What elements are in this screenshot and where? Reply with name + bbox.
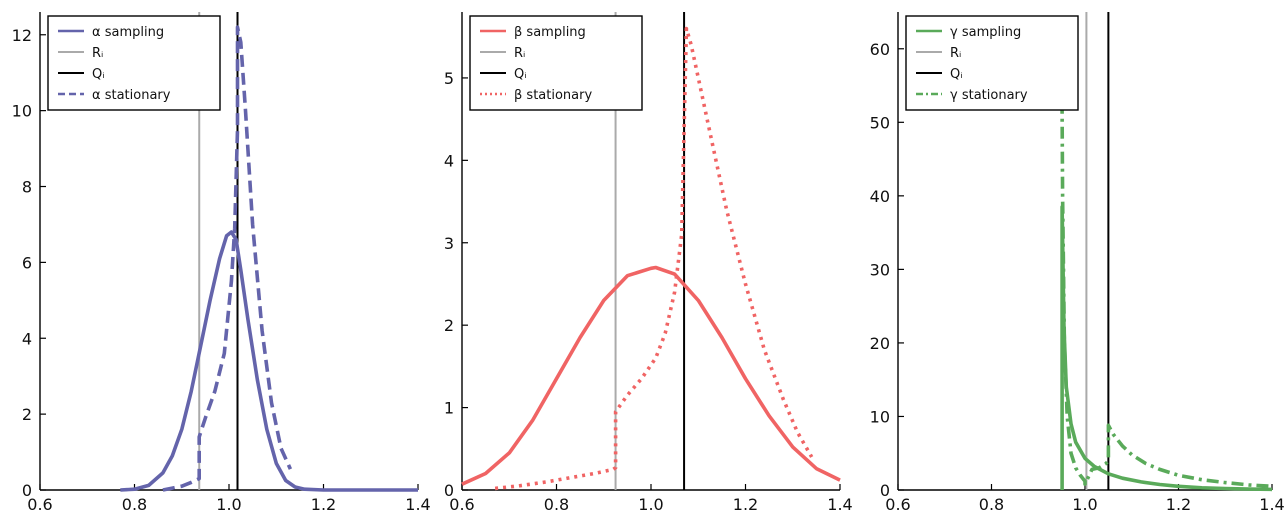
x-tick-label: 0.6 xyxy=(27,495,52,512)
y-tick-label: 0 xyxy=(880,481,890,500)
x-tick-label: 0.6 xyxy=(885,495,910,512)
legend-label: γ sampling xyxy=(950,25,1021,40)
legend-label: γ stationary xyxy=(950,88,1028,103)
y-tick-label: 40 xyxy=(870,187,890,206)
series-1-4-line xyxy=(162,25,293,492)
series-2-1-line xyxy=(461,265,841,486)
y-tick-label: 0 xyxy=(444,481,454,500)
legend: γ sampling Rᵢ Qᵢ γ stationary xyxy=(905,15,1079,111)
chart-panel-3: 0.6 0.8 1.0 1.2 1.4 0 10 20 30 40 50 60 γ sampling Rᵢ… xyxy=(870,12,1285,512)
y-tick-label: 50 xyxy=(870,113,890,132)
y-tick-label: 1 xyxy=(444,399,454,418)
legend-label: β sampling xyxy=(514,25,586,40)
x-tick-label: 1.0 xyxy=(638,495,663,512)
legend-label: Rᵢ xyxy=(950,46,961,61)
x-tick-label: 0.8 xyxy=(979,495,1004,512)
x-tick-label: 1.2 xyxy=(311,495,336,512)
y-tick-label: 2 xyxy=(444,316,454,335)
x-tick-label: 0.8 xyxy=(544,495,569,512)
y-tick-label: 4 xyxy=(22,329,32,348)
x-tick-label: 0.8 xyxy=(122,495,147,512)
legend: β sampling Rᵢ Qᵢ β stationary xyxy=(469,15,643,111)
x-tick-label: 1.4 xyxy=(405,495,430,512)
legend: α sampling Rᵢ Qᵢ α stationary xyxy=(47,15,221,111)
series-1-1-line xyxy=(120,230,418,492)
y-tick-label: 12 xyxy=(12,26,32,45)
series-3-1-line xyxy=(1060,205,1273,492)
y-tick-label: 3 xyxy=(444,234,454,253)
legend-label: Qᵢ xyxy=(514,67,527,82)
legend-label: Rᵢ xyxy=(92,46,103,61)
y-tick-label: 6 xyxy=(22,253,32,272)
x-tick-label: 1.2 xyxy=(1166,495,1191,512)
x-tick-label: 0.6 xyxy=(449,495,474,512)
legend-label: β stationary xyxy=(514,88,592,103)
x-tick-label: 1.0 xyxy=(216,495,241,512)
y-tick-label: 10 xyxy=(12,102,32,121)
x-tick-label: 1.2 xyxy=(733,495,758,512)
y-tick-label: 5 xyxy=(444,69,454,88)
x-tick-label: 1.4 xyxy=(1259,495,1284,512)
y-tick-label: 2 xyxy=(22,405,32,424)
y-tick-label: 4 xyxy=(444,151,454,170)
y-tick-label: 30 xyxy=(870,260,890,279)
y-tick-label: 10 xyxy=(870,407,890,426)
series-2-4-line xyxy=(494,26,814,491)
chart-panel-2: 0.6 0.8 1.0 1.2 1.4 0 1 2 3 4 5 β sampling Rᵢ Qᵢ β sta… xyxy=(444,12,853,512)
legend-label: α stationary xyxy=(92,88,171,103)
legend-label: α sampling xyxy=(92,25,164,40)
y-tick-label: 20 xyxy=(870,334,890,353)
y-tick-label: 8 xyxy=(22,178,32,197)
y-tick-label: 60 xyxy=(870,40,890,59)
legend-label: Rᵢ xyxy=(514,46,525,61)
x-tick-label: 1.0 xyxy=(1072,495,1097,512)
x-tick-label: 1.4 xyxy=(827,495,852,512)
legend-label: Qᵢ xyxy=(950,67,963,82)
legend-label: Qᵢ xyxy=(92,67,105,82)
series-3-4-line xyxy=(1059,26,1273,489)
y-tick-label: 0 xyxy=(22,481,32,500)
